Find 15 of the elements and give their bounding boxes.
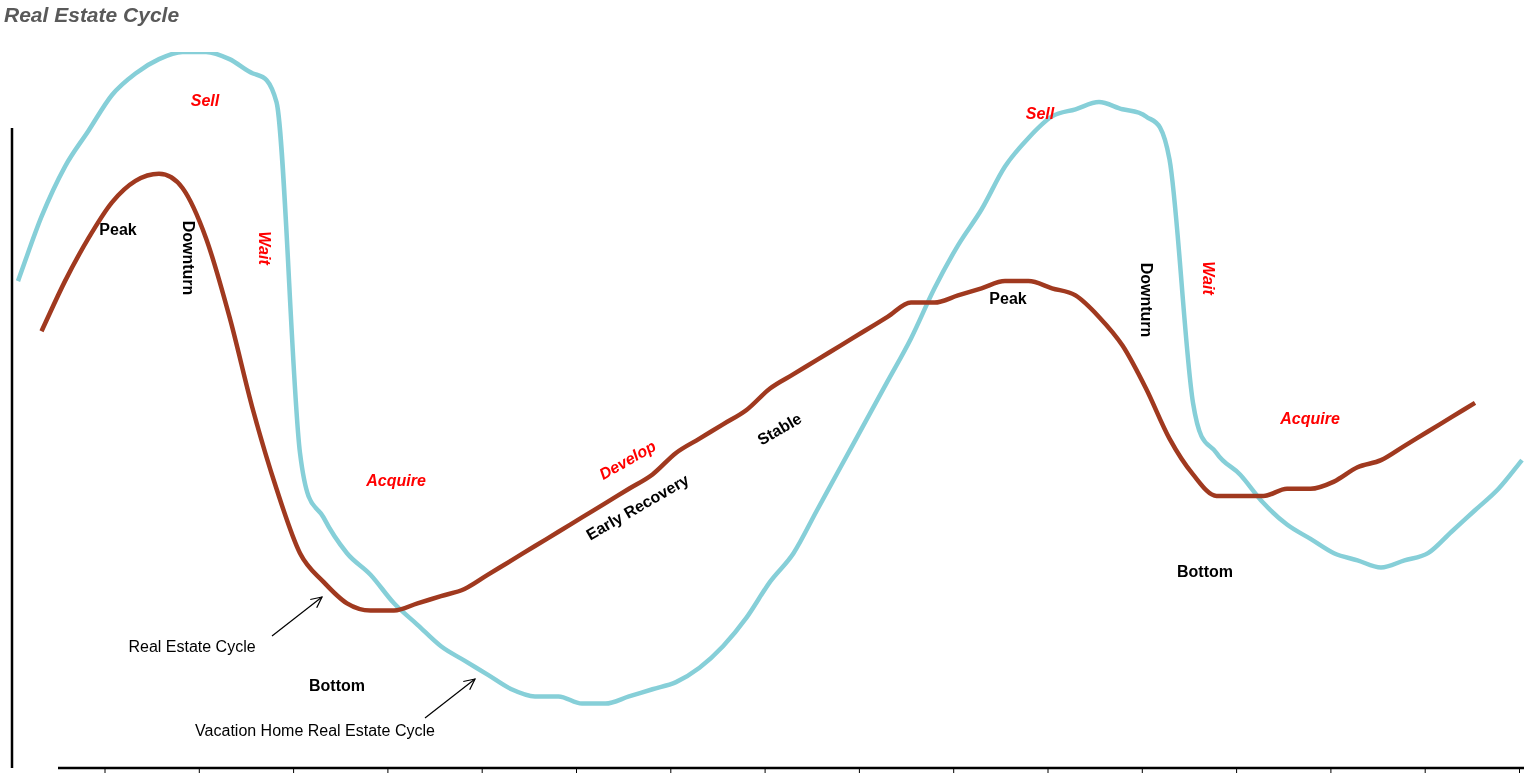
chart-title: Real Estate Cycle — [4, 3, 180, 27]
annotation: Peak — [989, 290, 1027, 308]
annotation: Downturn — [1137, 262, 1155, 338]
annotation: Acquire — [1279, 410, 1340, 428]
text: Real Estate Cycle — [128, 638, 256, 656]
annotation: Wait — [255, 231, 273, 266]
text: Vacation Home Real Estate Cycle — [195, 722, 436, 740]
annotation: Acquire — [365, 472, 426, 490]
annotation: Downturn — [179, 220, 197, 296]
annotation: Bottom — [309, 677, 365, 695]
annotation: Sell — [1025, 105, 1055, 123]
annotation: Sell — [190, 92, 220, 110]
annotation: Peak — [99, 221, 137, 239]
annotation: Wait — [1199, 261, 1217, 296]
annotation: Bottom — [1177, 563, 1233, 581]
